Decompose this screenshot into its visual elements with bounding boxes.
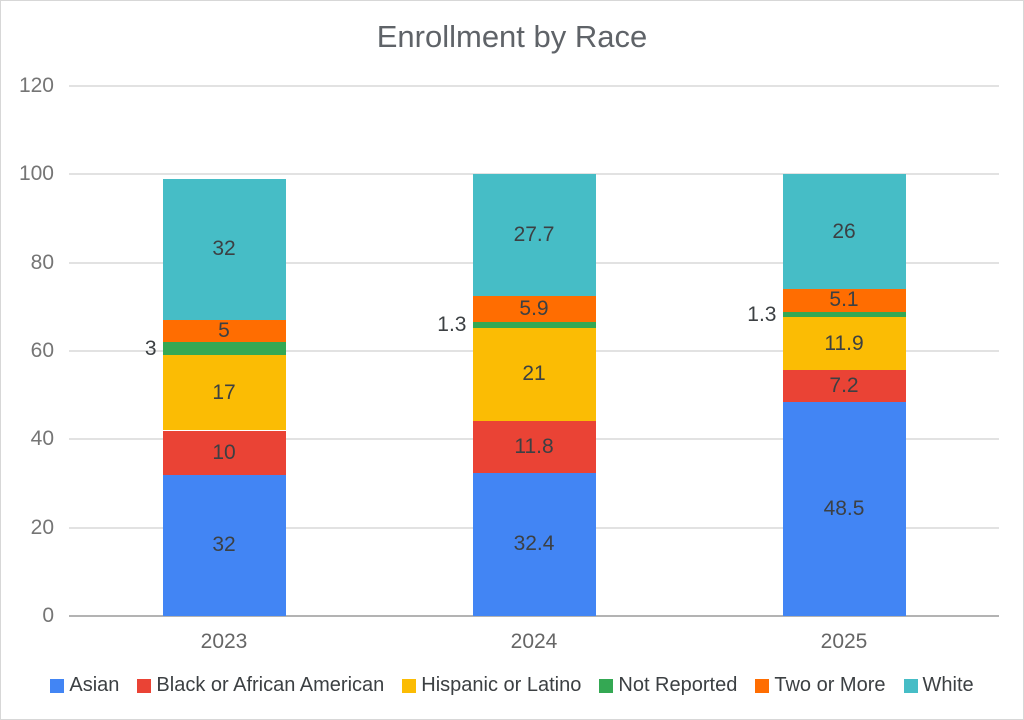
legend-label: Asian <box>69 674 120 696</box>
y-axis-tick-label: 80 <box>30 250 54 274</box>
gridline <box>69 85 999 87</box>
legend-item-not-reported: Not Reported <box>599 674 737 697</box>
bar-segment-two-or-more <box>472 296 596 323</box>
bar-segment-black-or-african-american <box>782 369 906 402</box>
data-label-asian: 32 <box>212 533 236 557</box>
legend-item-asian: Asian <box>50 674 119 697</box>
data-label-hispanic-or-latino: 11.9 <box>824 331 864 355</box>
data-label-white: 26 <box>832 219 856 243</box>
legend-swatch-icon <box>402 678 417 693</box>
legend-item-hispanic-or-latino: Hispanic or Latino <box>402 674 581 697</box>
legend-label: Not Reported <box>618 674 738 696</box>
legend-label: White <box>922 674 974 696</box>
legend-swatch-icon <box>137 678 152 693</box>
bar-segment-not-reported <box>782 311 906 318</box>
bar-segment-not-reported <box>472 322 596 329</box>
data-label-asian: 32.4 <box>513 532 555 556</box>
bar-segment-asian <box>162 474 286 616</box>
legend-swatch-icon <box>599 678 614 693</box>
bar-segment-black-or-african-american <box>472 420 596 473</box>
bar-segment-two-or-more <box>162 320 286 343</box>
data-label-not-reported: 1.3 <box>747 302 777 326</box>
x-axis-category-label: 2023 <box>200 630 248 653</box>
bar-segment-white <box>472 173 596 297</box>
data-label-not-reported: 1.3 <box>437 313 467 337</box>
data-label-black-or-african-american: 10 <box>212 440 236 464</box>
legend-item-white: White <box>903 674 974 697</box>
y-axis-tick-label: 60 <box>30 339 54 362</box>
y-axis-tick-label: 120 <box>18 74 54 97</box>
data-label-hispanic-or-latino: 17 <box>212 380 236 404</box>
data-label-black-or-african-american: 7.2 <box>829 373 859 397</box>
legend-label: Hispanic or Latino <box>421 674 582 696</box>
legend-item-black-or-african-american: Black or African American <box>137 674 384 697</box>
legend-swatch-icon <box>755 678 770 693</box>
data-label-asian: 48.5 <box>823 496 865 520</box>
bar-segment-asian <box>472 472 596 616</box>
data-label-not-reported: 3 <box>144 336 157 360</box>
bar-segment-white <box>782 174 906 290</box>
data-label-two-or-more: 5.1 <box>829 288 859 312</box>
data-label-two-or-more: 5.9 <box>519 297 549 321</box>
x-axis-category-label: 2024 <box>510 630 558 653</box>
bar-segment-two-or-more <box>782 289 906 312</box>
data-label-white: 27.7 <box>513 223 555 247</box>
y-axis-tick-label: 0 <box>42 604 54 627</box>
legend-item-two-or-more: Two or More <box>755 674 886 697</box>
data-label-two-or-more: 5 <box>218 319 230 343</box>
bar-segment-hispanic-or-latino <box>782 317 906 370</box>
bar-segment-hispanic-or-latino <box>162 355 286 431</box>
x-axis-line <box>69 615 999 617</box>
data-label-hispanic-or-latino: 21 <box>522 362 546 386</box>
legend-label: Two or More <box>774 674 886 696</box>
y-axis-tick-label: 20 <box>30 515 54 539</box>
bar-segment-black-or-african-american <box>162 430 286 475</box>
x-axis-category-label: 2025 <box>820 630 868 653</box>
y-axis-tick-label: 40 <box>30 427 54 451</box>
legend-swatch-icon <box>50 678 65 693</box>
bar-segment-white <box>162 178 286 321</box>
bar-segment-asian <box>782 401 906 616</box>
legend: Asian Black or African American Hispanic o… <box>1 674 1023 697</box>
bar-segment-hispanic-or-latino <box>472 328 596 421</box>
legend-label: Black or African American <box>156 674 385 696</box>
data-label-white: 32 <box>212 237 236 261</box>
y-axis-tick-label: 100 <box>18 162 54 186</box>
bar-segment-not-reported <box>162 342 286 356</box>
chart-title: Enrollment by Race <box>376 19 648 54</box>
data-label-black-or-african-american: 11.8 <box>514 434 554 458</box>
legend-swatch-icon <box>903 678 918 693</box>
